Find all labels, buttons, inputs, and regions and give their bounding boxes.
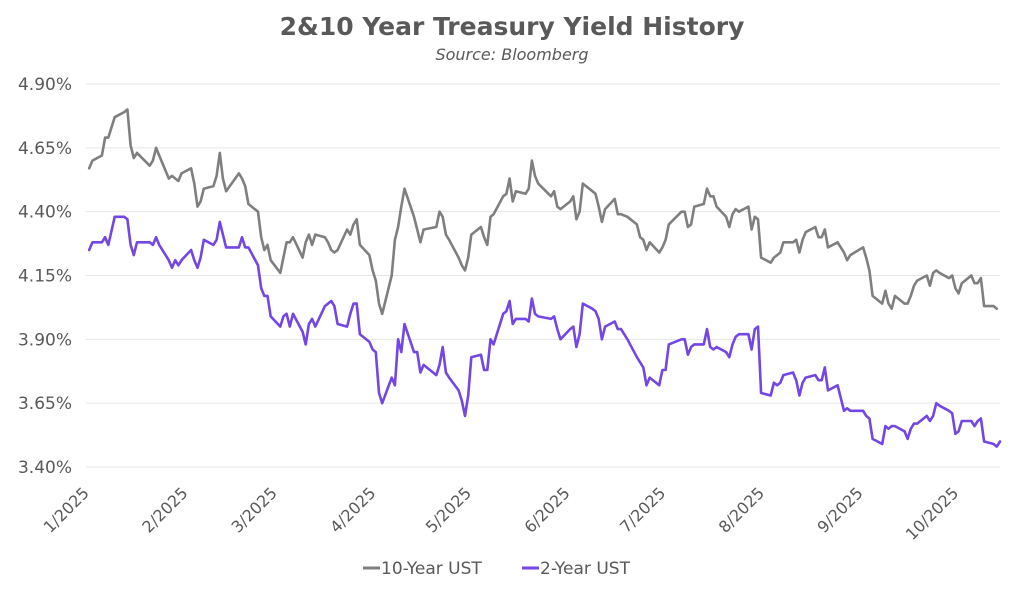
y-tick-label: 4.40% bbox=[18, 203, 72, 223]
x-tick-label: 3/2025 bbox=[227, 483, 280, 536]
y-tick-label: 4.15% bbox=[18, 267, 72, 287]
x-tick-label: 4/2025 bbox=[326, 483, 379, 536]
x-tick-label: 10/2025 bbox=[902, 483, 962, 543]
legend-label-2-year: 2-Year UST bbox=[540, 559, 631, 579]
x-tick-label: 7/2025 bbox=[616, 483, 669, 536]
x-tick-label: 5/2025 bbox=[422, 483, 475, 536]
y-axis-ticks: 4.90% 4.65% 4.40% 4.15% 3.90% 3.65% 3.40% bbox=[18, 75, 72, 478]
gridlines bbox=[86, 83, 1000, 468]
series-line-2-year bbox=[87, 215, 1002, 448]
chart-subtitle: Source: Bloomberg bbox=[435, 45, 588, 64]
x-tick-label: 2/2025 bbox=[138, 483, 191, 536]
x-tick-label: 1/2025 bbox=[40, 483, 93, 536]
series-line-10-year bbox=[87, 108, 999, 316]
y-tick-label: 3.65% bbox=[18, 394, 72, 414]
y-tick-label: 3.40% bbox=[18, 458, 72, 478]
legend: 10-Year UST 2-Year UST bbox=[363, 559, 631, 579]
y-tick-label: 4.65% bbox=[18, 139, 72, 159]
y-tick-label: 4.90% bbox=[18, 75, 72, 95]
x-tick-label: 8/2025 bbox=[715, 483, 768, 536]
x-tick-label: 6/2025 bbox=[520, 483, 573, 536]
legend-label-10-year: 10-Year UST bbox=[381, 559, 482, 579]
chart-title: 2&10 Year Treasury Yield History bbox=[280, 12, 745, 41]
y-tick-label: 3.90% bbox=[18, 330, 72, 350]
x-tick-label: 9/2025 bbox=[813, 483, 866, 536]
series-lines bbox=[87, 108, 1002, 448]
x-axis-ticks: 1/2025 2/2025 3/2025 4/2025 5/2025 6/2025 7/20… bbox=[40, 483, 963, 543]
